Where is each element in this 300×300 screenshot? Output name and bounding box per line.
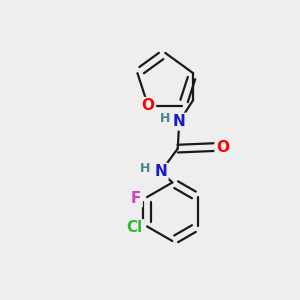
Text: N: N [154,164,167,179]
Text: H: H [140,162,151,175]
Text: Cl: Cl [127,220,143,236]
Text: O: O [216,140,229,154]
Text: F: F [131,191,141,206]
Text: O: O [142,98,154,113]
Text: N: N [173,114,186,129]
Text: H: H [160,112,171,125]
